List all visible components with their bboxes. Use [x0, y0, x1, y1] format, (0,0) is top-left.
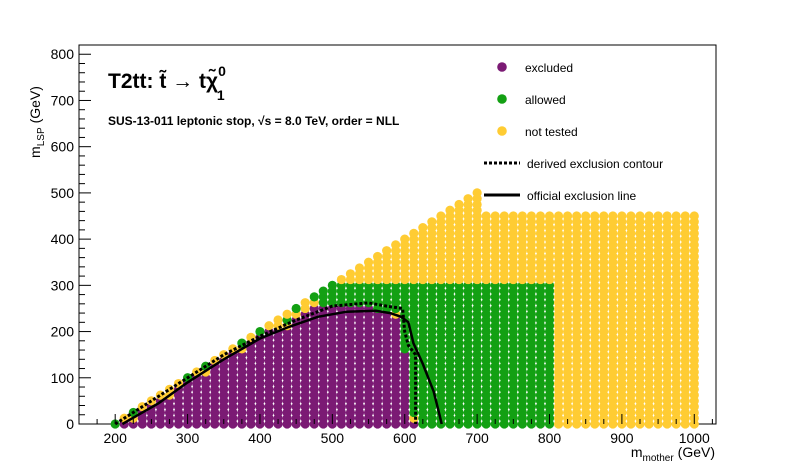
- x-tick-label: 500: [321, 430, 345, 446]
- point-not-tested: [436, 211, 446, 221]
- y-tick-label: 700: [51, 92, 75, 108]
- svg-text:T2tt: t̃ → tχ̃01: T2tt: t̃ → tχ̃0 1: [108, 63, 226, 103]
- point-not-tested: [264, 321, 274, 331]
- point-not-tested: [635, 211, 645, 221]
- legend-label: not tested: [525, 125, 578, 139]
- point-not-tested: [572, 211, 582, 221]
- x-tick-label: 800: [538, 430, 562, 446]
- point-not-tested: [282, 309, 292, 319]
- point-not-tested: [689, 211, 699, 221]
- point-not-tested: [581, 211, 591, 221]
- point-not-tested: [553, 211, 564, 221]
- point-not-tested: [463, 194, 473, 204]
- chart-subtitle: SUS-13-011 leptonic stop, √s = 8.0 TeV, …: [108, 114, 399, 128]
- point-not-tested: [382, 246, 392, 256]
- x-tick-label: 200: [104, 430, 128, 446]
- point-not-tested: [544, 211, 555, 221]
- point-not-tested: [535, 211, 546, 221]
- point-not-tested: [345, 269, 356, 279]
- point-not-tested: [617, 211, 627, 221]
- data-points: [110, 188, 699, 429]
- y-tick-label: 400: [51, 231, 75, 247]
- chart-title: T2tt: t̃ → tχ̃0 1: [108, 63, 226, 103]
- point-not-tested: [599, 211, 609, 221]
- y-tick-label: 800: [51, 46, 75, 62]
- x-axis-title: mmother (GeV): [631, 444, 715, 464]
- point-allowed: [318, 286, 328, 296]
- point-not-tested: [409, 228, 419, 238]
- x-tick-label: 700: [465, 430, 489, 446]
- legend-label: allowed: [525, 93, 566, 107]
- point-not-tested: [517, 211, 527, 221]
- point-not-tested: [454, 199, 464, 210]
- legend-label: derived exclusion contour: [527, 157, 663, 171]
- y-axis-ticks: 0 100 200 300 400 500 600 700 800: [51, 44, 91, 432]
- exclusion-lines: [114, 301, 443, 426]
- legend-label: official exclusion line: [527, 189, 636, 203]
- point-not-tested: [526, 211, 537, 221]
- point-not-tested: [608, 211, 618, 221]
- point-not-tested: [563, 211, 573, 221]
- y-tick-label: 300: [51, 277, 75, 293]
- point-not-tested: [363, 257, 374, 267]
- point-not-tested: [490, 211, 500, 221]
- point-not-tested: [372, 251, 383, 262]
- point-not-tested: [508, 211, 518, 221]
- point-not-tested: [445, 205, 455, 215]
- point-not-tested: [472, 188, 482, 198]
- point-not-tested: [391, 240, 401, 250]
- legend-marker-excluded: [497, 62, 507, 72]
- point-not-tested: [499, 211, 509, 221]
- point-not-tested: [662, 211, 672, 221]
- point-not-tested: [336, 274, 346, 285]
- point-not-tested: [273, 315, 283, 325]
- point-not-tested: [300, 298, 310, 308]
- legend-label: excluded: [525, 61, 573, 75]
- x-tick-label: 1000: [679, 430, 710, 446]
- y-tick-label: 200: [51, 324, 75, 340]
- point-not-tested: [626, 211, 636, 221]
- point-allowed: [327, 280, 337, 290]
- point-not-tested: [680, 211, 690, 221]
- point-allowed: [309, 292, 319, 302]
- x-tick-label: 900: [610, 430, 634, 446]
- x-tick-label: 600: [393, 430, 417, 446]
- point-not-tested: [354, 263, 365, 273]
- y-tick-label: 100: [51, 370, 75, 386]
- point-not-tested: [644, 211, 654, 221]
- y-tick-label: 500: [51, 185, 75, 201]
- legend: excluded allowed not tested derived exclusi…: [484, 61, 663, 203]
- x-tick-label: 300: [176, 430, 200, 446]
- x-axis-ticks: 200 300 400 500 600 700 800 900 1000: [78, 414, 713, 446]
- y-tick-label: 600: [51, 139, 75, 155]
- legend-marker-not-tested: [497, 126, 507, 136]
- derived-exclusion-contour: [114, 301, 418, 426]
- y-tick-label: 0: [66, 416, 74, 432]
- point-not-tested: [590, 211, 600, 221]
- point-not-tested: [400, 234, 410, 244]
- point-not-tested: [427, 217, 437, 227]
- legend-marker-allowed: [497, 94, 507, 104]
- point-not-tested: [653, 211, 663, 221]
- point-not-tested: [418, 222, 428, 233]
- official-exclusion-line: [121, 309, 443, 426]
- x-tick-label: 400: [248, 430, 272, 446]
- y-axis-title: mLSP(GeV): [27, 86, 47, 158]
- point-not-tested: [671, 211, 681, 221]
- point-not-tested: [481, 211, 491, 221]
- point-allowed: [291, 303, 301, 314]
